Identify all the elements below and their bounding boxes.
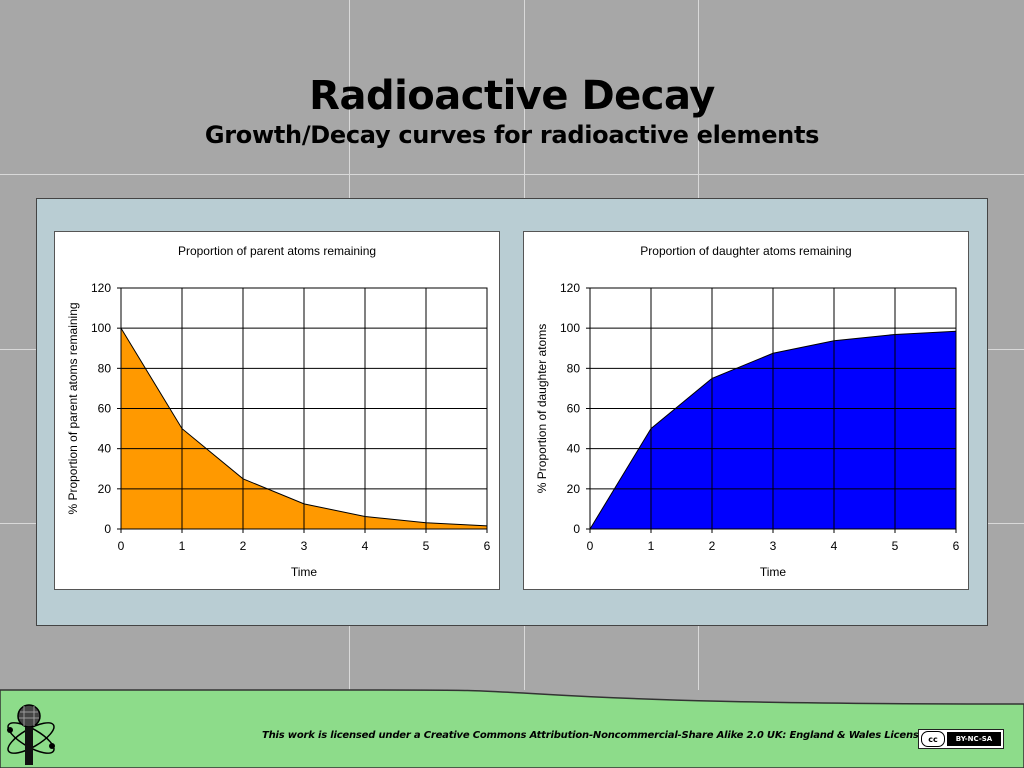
y-tick-label: 100 bbox=[560, 321, 580, 335]
daughter-chart-box: Proportion of daughter atoms remaining 0 2… bbox=[523, 231, 969, 590]
title-block: Radioactive Decay Growth/Decay curves fo… bbox=[0, 72, 1024, 150]
y-tick-label: 120 bbox=[560, 281, 580, 295]
cc-license-badge[interactable]: cc BY-NC-SA bbox=[918, 729, 1004, 749]
chart-title: Proportion of daughter atoms remaining bbox=[640, 244, 851, 258]
y-tick-label: 20 bbox=[98, 482, 112, 496]
x-tick-label: 3 bbox=[301, 539, 308, 553]
y-tick-label: 20 bbox=[567, 482, 581, 496]
slide-subtitle: Growth/Decay curves for radioactive elem… bbox=[204, 121, 820, 149]
y-tick-label: 0 bbox=[104, 522, 111, 536]
x-tick-label: 6 bbox=[484, 539, 491, 553]
y-tick-label: 40 bbox=[98, 442, 112, 456]
y-tick-label: 40 bbox=[567, 442, 581, 456]
x-tick-label: 0 bbox=[118, 539, 125, 553]
x-tick-label: 4 bbox=[362, 539, 369, 553]
y-axis-label: % Proportion of parent atoms remaining bbox=[66, 302, 80, 514]
microphone-atom-logo-icon bbox=[7, 704, 55, 765]
x-tick-label: 5 bbox=[423, 539, 430, 553]
x-tick-label: 5 bbox=[892, 539, 899, 553]
license-text[interactable]: This work is licensed under a Creative C… bbox=[262, 730, 926, 741]
footer-band bbox=[0, 689, 1024, 768]
x-tick-label: 1 bbox=[648, 539, 655, 553]
x-tick-label: 3 bbox=[770, 539, 777, 553]
x-tick-label: 1 bbox=[179, 539, 186, 553]
x-tick-label: 0 bbox=[587, 539, 594, 553]
y-tick-label: 100 bbox=[91, 321, 111, 335]
parent-atoms-chart: Proportion of parent atoms remaining0204… bbox=[66, 244, 491, 579]
y-tick-label: 120 bbox=[91, 281, 111, 295]
y-tick-label: 60 bbox=[98, 402, 112, 416]
parent-chart-box: Proportion of parent atoms remaining 0 20 4… bbox=[54, 231, 500, 590]
x-axis-label: Time bbox=[760, 565, 787, 579]
y-tick-label: 0 bbox=[573, 522, 580, 536]
background-gridline bbox=[0, 174, 1024, 175]
x-tick-label: 6 bbox=[953, 539, 960, 553]
cc-logo-icon: cc bbox=[921, 731, 945, 747]
y-axis-label: % Proportion of daughter atoms bbox=[535, 324, 549, 493]
x-tick-label: 2 bbox=[709, 539, 716, 553]
y-tick-label: 80 bbox=[98, 361, 112, 375]
x-axis-label: Time bbox=[291, 565, 318, 579]
chart-title: Proportion of parent atoms remaining bbox=[178, 244, 376, 258]
slide-title: Radioactive Decay bbox=[309, 73, 715, 119]
y-tick-label: 60 bbox=[567, 402, 581, 416]
cc-badge-terms: BY-NC-SA bbox=[947, 732, 1001, 746]
daughter-atoms-chart: Proportion of daughter atoms remaining 0 2… bbox=[535, 244, 960, 579]
y-tick-label: 80 bbox=[567, 361, 581, 375]
x-tick-label: 2 bbox=[240, 539, 247, 553]
x-tick-label: 4 bbox=[831, 539, 838, 553]
